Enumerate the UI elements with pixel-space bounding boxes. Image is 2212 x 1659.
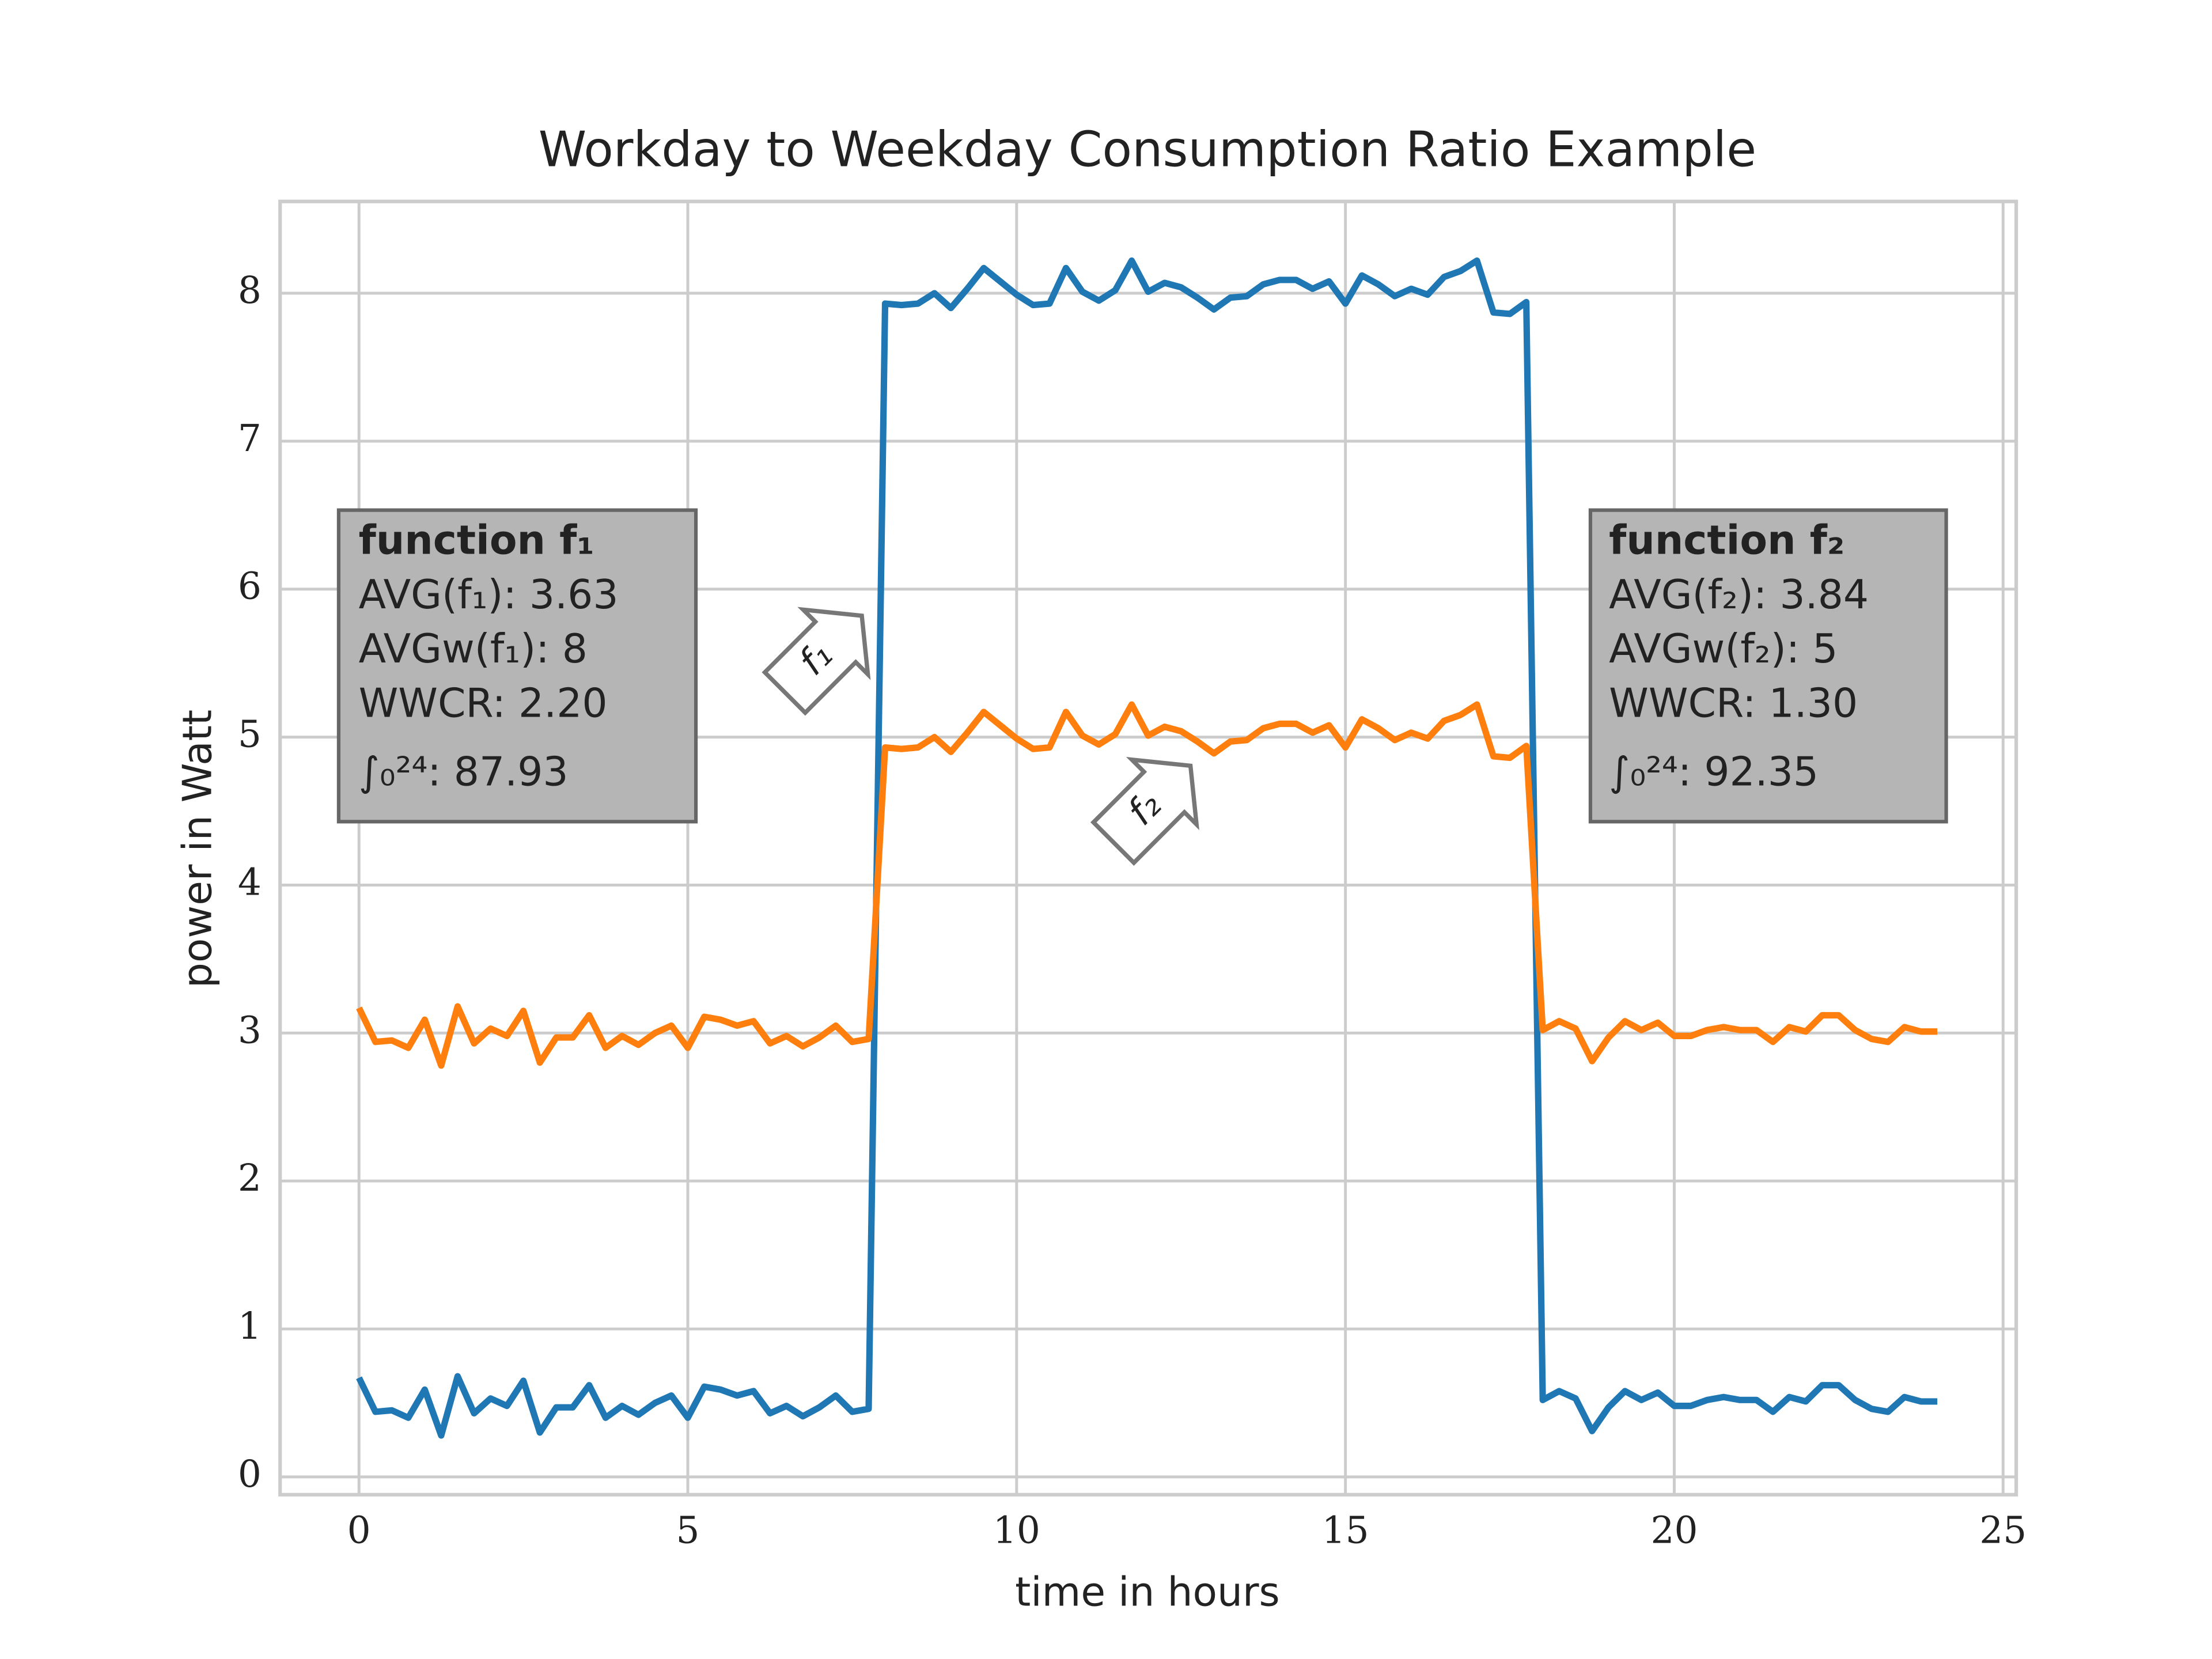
annotation-text: WWCR: 2.20 <box>359 680 608 726</box>
annotation-box <box>336 508 698 824</box>
callout <box>762 607 871 716</box>
annotation-text: ∫₀²⁴: 92.35 <box>1609 749 1819 796</box>
data-line <box>356 257 1938 1439</box>
y-tick-label: 1 <box>238 1305 262 1348</box>
x-tick-label: 5 <box>676 1509 700 1552</box>
annotation-text: AVGw(f₂): 5 <box>1609 626 1838 672</box>
plot-frame <box>278 199 2018 1497</box>
chart-title: Workday to Weekday Consumption Ratio Exa… <box>539 121 1756 177</box>
x-tick-label: 10 <box>993 1509 1040 1552</box>
annotation-text: function f₂ <box>1609 518 1844 564</box>
data-line <box>356 701 1938 1069</box>
x-tick-label: 0 <box>347 1509 371 1552</box>
callout-arrow <box>1090 757 1199 866</box>
annotation-text: AVG(f₂): 3.84 <box>1609 572 1869 618</box>
callout <box>1090 757 1199 866</box>
x-tick-label: 15 <box>1322 1509 1369 1552</box>
y-tick-label: 5 <box>238 713 262 756</box>
y-tick-label: 4 <box>238 861 262 904</box>
plot-lines <box>356 257 1938 1439</box>
y-tick-label: 3 <box>238 1009 262 1052</box>
x-tick-label: 20 <box>1650 1509 1698 1552</box>
annotation-box <box>1588 508 1948 824</box>
annotation-text: WWCR: 1.30 <box>1609 680 1858 726</box>
annotation-text: ∫₀²⁴: 87.93 <box>359 749 569 796</box>
annotation-text: AVG(f₁): 3.63 <box>359 572 619 618</box>
annotation-text: AVGw(f₁): 8 <box>359 626 588 672</box>
x-tick-label: 25 <box>1979 1509 2027 1552</box>
y-tick-label: 0 <box>238 1453 262 1496</box>
y-tick-label: 2 <box>238 1157 262 1200</box>
x-axis-label: time in hours <box>1015 1569 1280 1615</box>
y-tick-label: 8 <box>238 269 262 312</box>
annotations: function f₁ AVG(f₁): 3.63 AVGw(f₁): 8 WWCR:… <box>336 508 1948 866</box>
y-axis-label: power in Watt <box>175 710 221 988</box>
callout-arrow <box>762 607 871 716</box>
annotation-text: function f₁ <box>359 518 594 564</box>
y-tick-label: 7 <box>238 417 262 460</box>
y-tick-label: 6 <box>238 565 262 608</box>
